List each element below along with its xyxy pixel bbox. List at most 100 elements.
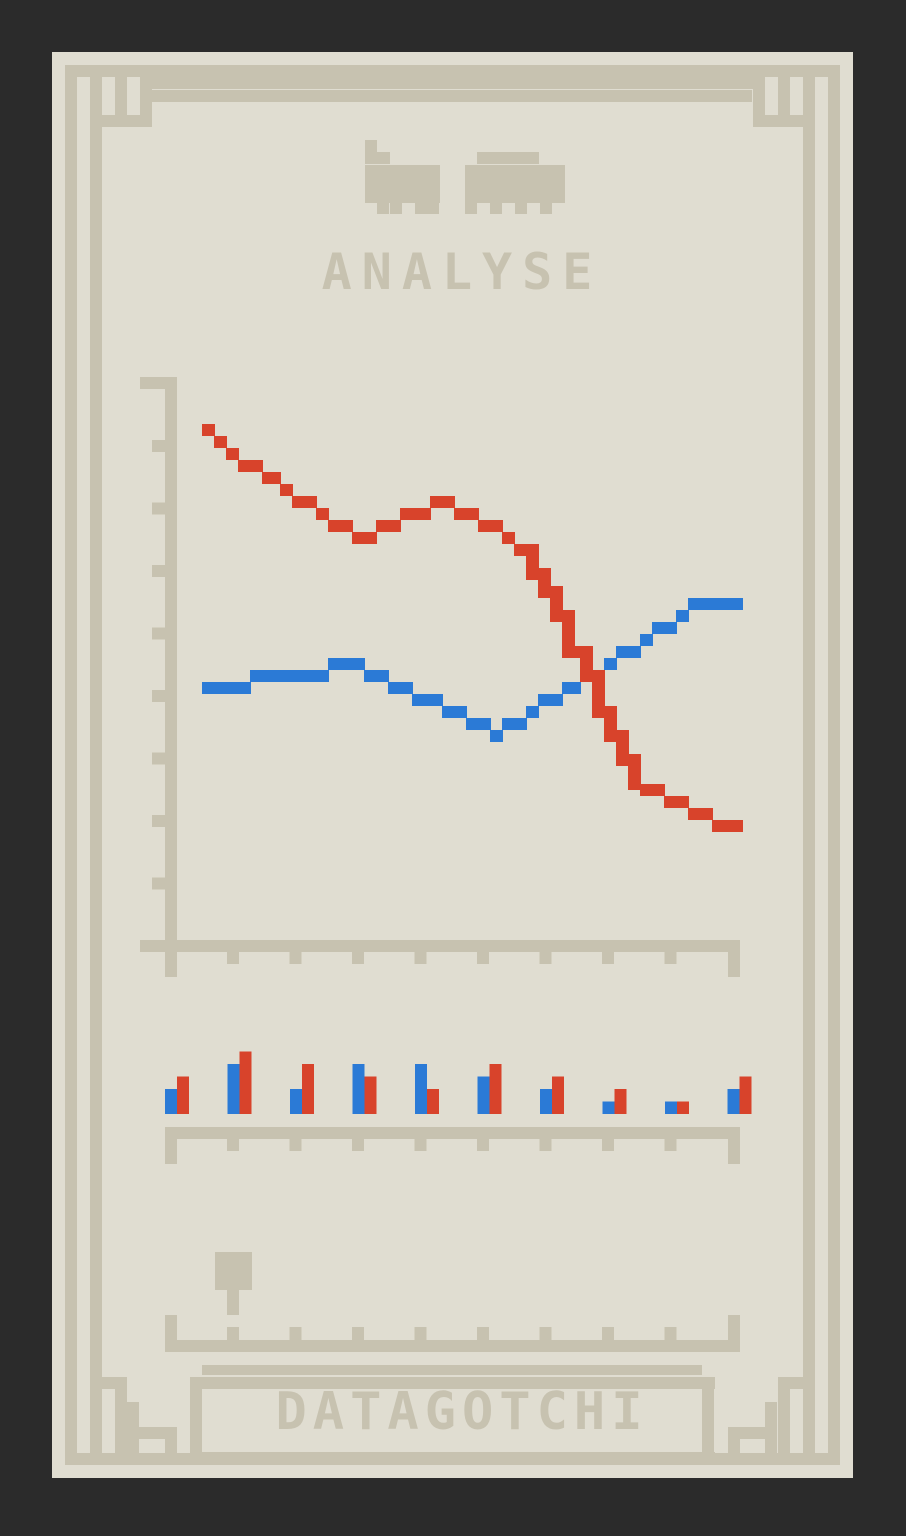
- line-segment: [664, 622, 677, 634]
- bar-x-axis-tick: [602, 1139, 614, 1151]
- line-segment: [430, 496, 443, 508]
- brand-plate-right: [702, 1377, 714, 1453]
- bar-7-s2: [552, 1076, 564, 1114]
- frame-top-rail-1: [140, 77, 765, 89]
- line-segment: [604, 658, 617, 670]
- bar-8-s2: [614, 1089, 627, 1114]
- mini-x-axis-end: [728, 1315, 740, 1340]
- elephant-icon: [465, 152, 565, 214]
- line-segment: [454, 706, 467, 718]
- line-segment: [250, 460, 263, 472]
- mini-x-axis-tick: [477, 1327, 489, 1340]
- llama-pixel: [415, 202, 427, 214]
- llama-icon: [365, 140, 440, 214]
- line-segment: [292, 496, 305, 508]
- line-segment: [376, 670, 389, 682]
- bar-6-s2: [489, 1064, 502, 1114]
- elephant-pixel: [465, 202, 477, 214]
- llama-pixel: [365, 140, 377, 152]
- line-segment: [688, 598, 701, 610]
- bar-8-s1: [602, 1101, 615, 1114]
- bar-3-s2: [302, 1064, 314, 1114]
- elephant-pixel: [477, 152, 539, 164]
- x-axis-tick: [352, 952, 364, 964]
- line-segment: [214, 682, 227, 694]
- line-segment: [364, 670, 377, 682]
- bar-x-axis-tick: [477, 1139, 489, 1151]
- mini-x-axis-tick: [602, 1327, 614, 1340]
- x-axis-tick: [664, 952, 677, 964]
- line-segment: [400, 682, 413, 694]
- bar-x-axis-tick: [664, 1139, 677, 1151]
- line-segment: [304, 670, 317, 682]
- line-segment: [442, 496, 455, 508]
- line-series-1: [202, 598, 743, 742]
- line-segment: [580, 646, 593, 670]
- line-segment: [652, 784, 665, 796]
- line-segment: [562, 610, 575, 646]
- line-segment: [562, 682, 581, 694]
- line-segment: [604, 706, 617, 730]
- frame-outer-right: [828, 65, 840, 1465]
- line-segment: [592, 706, 605, 718]
- line-segment: [292, 670, 305, 682]
- datagotchi-card: ANALYSE DATAGOTCHI: [52, 52, 853, 1478]
- llama-pixel: [377, 152, 389, 164]
- y-axis-tick: [152, 690, 165, 702]
- line-segment: [676, 796, 689, 808]
- line-segment: [652, 622, 665, 634]
- bar-9-s2: [677, 1101, 689, 1114]
- bar-4-s1: [352, 1064, 365, 1114]
- line-segment: [538, 568, 551, 586]
- line-segment: [700, 598, 713, 610]
- y-axis-tick: [152, 440, 165, 452]
- line-segment: [700, 808, 713, 820]
- line-segment: [640, 634, 653, 646]
- line-segment: [526, 544, 539, 568]
- y-axis-tick: [152, 815, 165, 827]
- x-axis: [140, 940, 740, 952]
- decorative-frame: [65, 65, 840, 1465]
- line-segment: [430, 694, 443, 706]
- llama-pixel: [365, 165, 440, 203]
- line-segment: [250, 670, 263, 682]
- line-segment: [628, 754, 641, 778]
- frame-outer-top: [65, 65, 840, 77]
- line-segment: [412, 508, 431, 520]
- bar-x-axis-tick: [289, 1139, 302, 1151]
- frame-corner-tr-v: [778, 77, 790, 127]
- mini-x-axis-tick: [227, 1327, 239, 1340]
- line-segment: [328, 658, 341, 670]
- x-axis-tick: [414, 952, 427, 964]
- line-segment: [550, 586, 563, 610]
- bar-1-s1: [165, 1089, 177, 1114]
- bar-4-s2: [364, 1076, 377, 1114]
- y-axis: [165, 377, 177, 952]
- line-segment: [466, 718, 479, 730]
- line-segment: [316, 670, 329, 682]
- line-segment: [592, 670, 605, 706]
- bar-1-s2: [177, 1076, 189, 1114]
- line-chart: [140, 377, 743, 977]
- frame-corner-br-v: [778, 1377, 790, 1453]
- line-series-2: [202, 424, 743, 832]
- line-segment: [364, 532, 377, 544]
- line-segment: [616, 730, 629, 754]
- line-point: [730, 598, 743, 610]
- brand-plate-bottom: [190, 1452, 715, 1464]
- line-segment: [340, 520, 353, 532]
- line-segment: [388, 682, 401, 694]
- mini-x-axis: [165, 1340, 740, 1352]
- frame-corner-br-v3: [728, 1427, 740, 1453]
- frame-corner-tl-v: [115, 77, 127, 127]
- frame-inner-right: [803, 77, 815, 1453]
- line-segment: [238, 460, 251, 472]
- bar-x-axis-end: [728, 1139, 740, 1164]
- goblet-cup: [215, 1252, 252, 1290]
- bar-x-axis-tick: [227, 1139, 239, 1151]
- bar-2-s2: [239, 1051, 252, 1114]
- line-segment: [202, 424, 215, 436]
- line-segment: [514, 544, 527, 556]
- line-segment: [712, 598, 731, 610]
- bar-5-s2: [427, 1089, 439, 1114]
